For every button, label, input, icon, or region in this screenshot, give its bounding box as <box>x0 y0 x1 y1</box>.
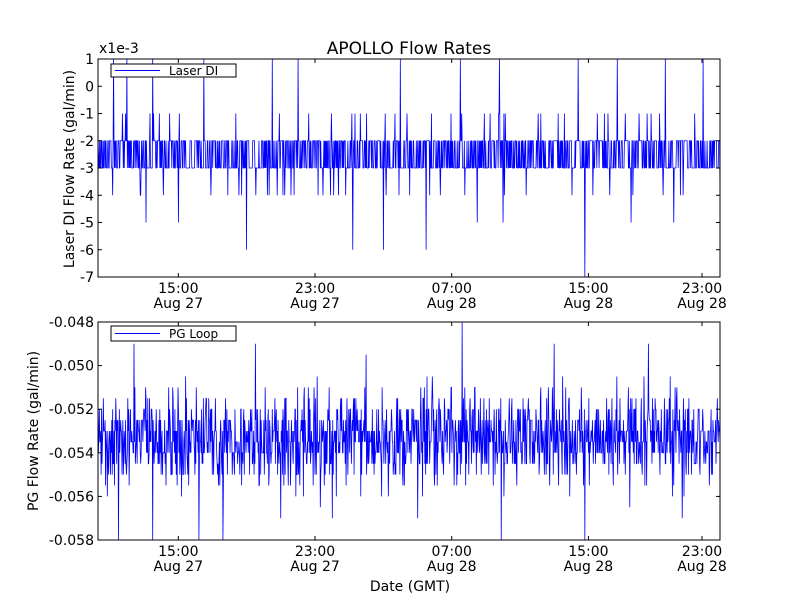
bottom-series-group <box>98 322 720 540</box>
x-axis-label: Date (GMT) <box>370 579 450 595</box>
top-y-tick-label: -3 <box>80 161 94 177</box>
bottom-y-tick-label: -0.054 <box>49 446 94 462</box>
bottom-legend-box <box>110 325 237 342</box>
bottom-y-tick-label: -0.056 <box>49 489 94 505</box>
bottom-x-tick-date: Aug 28 <box>427 559 477 575</box>
bottom-series-line <box>98 322 720 540</box>
bottom-y-axis-label: PG Flow Rate (gal/min) <box>26 351 42 511</box>
top-y-tick-label: -4 <box>80 188 94 204</box>
top-y-tick-label: 0 <box>85 79 94 95</box>
top-y-tick-label: -5 <box>80 216 94 232</box>
bottom-y-tick-label: -0.058 <box>49 533 94 549</box>
bottom-plot-frame <box>97 321 721 541</box>
top-x-tick-time: 15:00 <box>158 281 198 297</box>
top-series-line <box>98 59 720 277</box>
bottom-legend: PG Loop <box>110 325 237 342</box>
bottom-x-tick-time: 15:00 <box>158 544 198 560</box>
top-x-tick-time: 15:00 <box>568 281 608 297</box>
top-legend-box <box>110 63 237 78</box>
bottom-x-tick-time: 15:00 <box>568 544 608 560</box>
bottom-x-tick-time: 23:00 <box>295 544 335 560</box>
bottom-y-tick-label: -0.050 <box>49 359 94 375</box>
top-y-tick-label: -1 <box>80 107 94 123</box>
figure-title: APOLLO Flow Rates <box>327 39 492 59</box>
top-x-tick-date: Aug 28 <box>427 296 477 312</box>
bottom-x-tick-date: Aug 28 <box>677 559 727 575</box>
bottom-x-tick-date: Aug 27 <box>154 559 204 575</box>
bottom-x-tick-date: Aug 28 <box>564 559 614 575</box>
top-scale-label: x1e-3 <box>99 41 139 57</box>
top-x-tick-date: Aug 28 <box>564 296 614 312</box>
bottom-chart: PG Flow Rate (gal/min) -0.048 -0.050 -0.05… <box>26 315 727 575</box>
bottom-legend-label: PG Loop <box>169 327 218 341</box>
top-x-tick-time: 07:00 <box>432 281 472 297</box>
bottom-y-tick-label: -0.048 <box>49 315 94 331</box>
top-legend: Laser DI <box>110 63 237 78</box>
bottom-x-tick-time: 07:00 <box>432 544 472 560</box>
top-y-tick-label: -6 <box>80 243 94 259</box>
top-x-tick-date: Aug 27 <box>154 296 204 312</box>
bottom-y-tick-label: -0.052 <box>49 402 94 418</box>
top-series-group <box>98 59 720 277</box>
top-legend-label: Laser DI <box>169 64 218 78</box>
top-x-tick-time: 23:00 <box>682 281 722 297</box>
top-plot-frame <box>97 58 721 278</box>
top-x-tick-time: 23:00 <box>295 281 335 297</box>
bottom-x-tick-date: Aug 27 <box>290 559 340 575</box>
top-y-tick-label: -2 <box>80 134 94 150</box>
bottom-y-ticks: -0.048 -0.050 -0.052 -0.054 -0.056 -0.058 <box>49 315 720 549</box>
top-x-tick-date: Aug 28 <box>677 296 727 312</box>
top-y-axis-label: Laser DI Flow Rate (gal/min) <box>62 70 78 268</box>
top-y-tick-label: 1 <box>85 52 94 68</box>
top-x-tick-date: Aug 27 <box>290 296 340 312</box>
top-y-ticks: 1 0 -1 -2 -3 -4 -5 -6 -7 <box>80 52 720 286</box>
top-y-tick-label: -7 <box>80 270 94 286</box>
top-chart: x1e-3 Laser DI Flow Rate (gal/min) 1 0 -1 -… <box>62 41 727 312</box>
bottom-x-tick-time: 23:00 <box>682 544 722 560</box>
